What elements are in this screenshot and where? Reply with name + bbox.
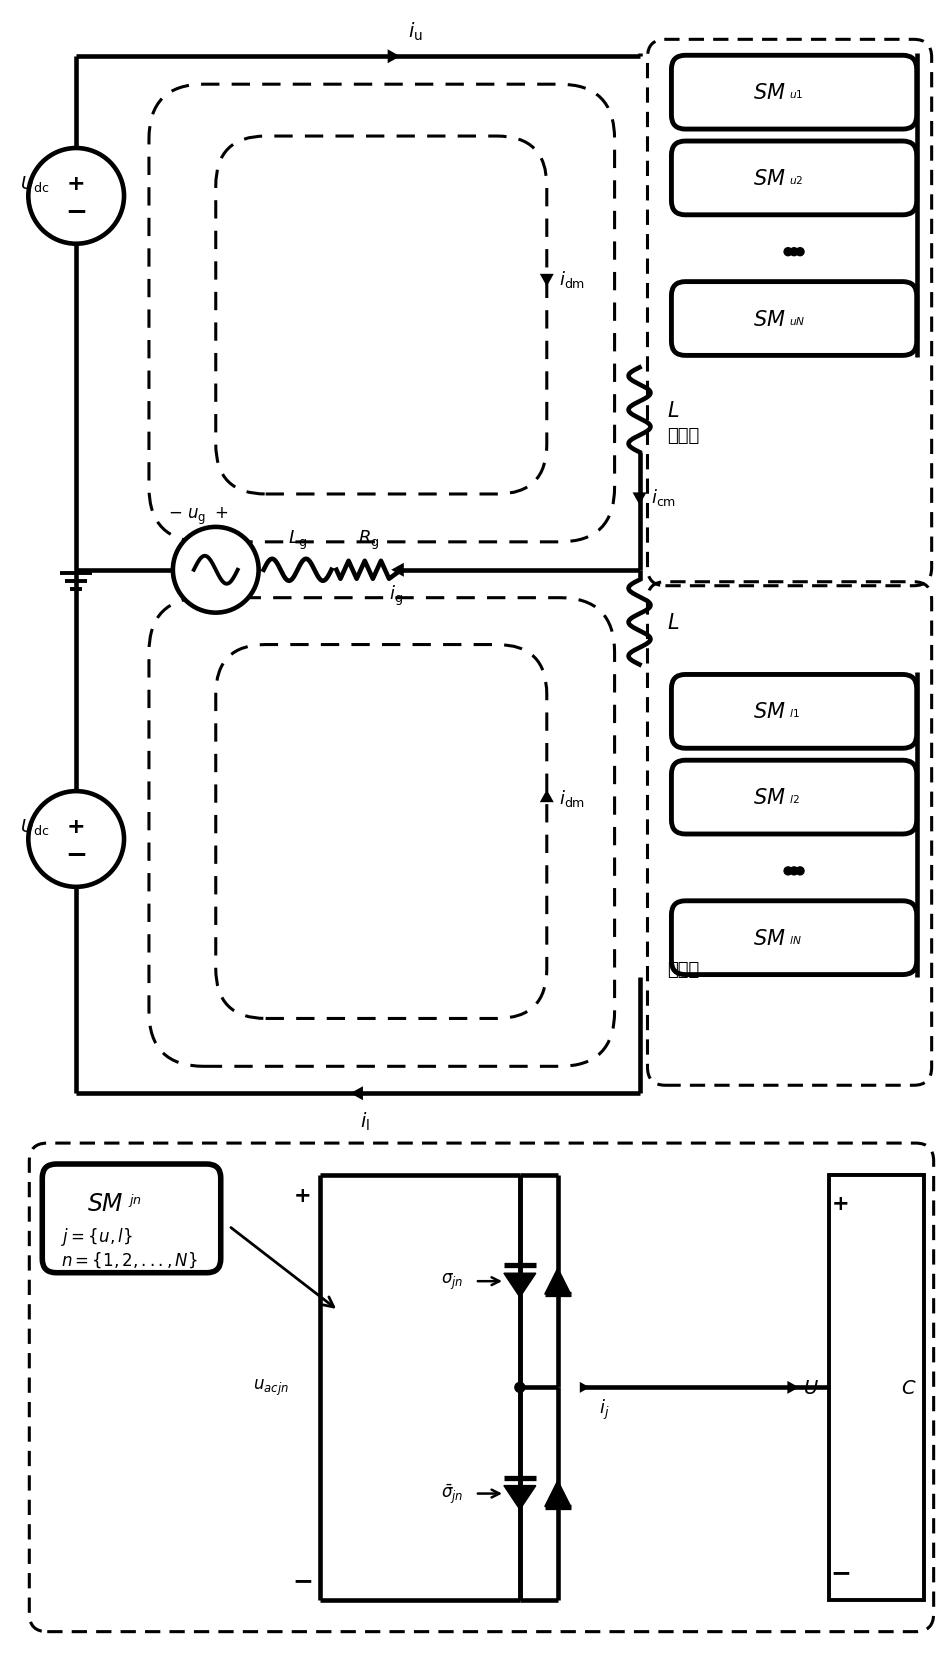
Polygon shape (391, 564, 404, 577)
Polygon shape (388, 50, 400, 65)
Circle shape (796, 867, 804, 875)
Text: $\mathbf{\it{SM}}$: $\mathbf{\it{SM}}$ (753, 83, 786, 103)
Text: −: − (830, 1559, 851, 1584)
FancyBboxPatch shape (672, 902, 917, 975)
Text: +: + (294, 1185, 312, 1205)
Text: $\mathbf{\it{SM}}$: $\mathbf{\it{SM}}$ (753, 702, 786, 722)
Circle shape (784, 867, 792, 875)
Text: $C$: $C$ (901, 1378, 917, 1398)
FancyBboxPatch shape (672, 283, 917, 356)
Text: 上桥臂: 上桥臂 (668, 426, 700, 444)
Circle shape (796, 248, 804, 256)
Text: +: + (66, 173, 85, 193)
Polygon shape (351, 1087, 363, 1100)
FancyBboxPatch shape (672, 676, 917, 749)
Circle shape (173, 527, 258, 614)
Polygon shape (540, 275, 554, 288)
Text: $_{jn}$: $_{jn}$ (127, 1191, 142, 1210)
FancyBboxPatch shape (672, 760, 917, 834)
Text: $L$: $L$ (668, 612, 680, 632)
Text: $n=\{1,2,...,N\}$: $n=\{1,2,...,N\}$ (61, 1250, 198, 1268)
Text: $u_{acjn}$: $u_{acjn}$ (253, 1378, 289, 1398)
Polygon shape (788, 1381, 799, 1394)
Polygon shape (544, 1268, 571, 1295)
Bar (829, 1175, 923, 1599)
Circle shape (515, 1383, 524, 1393)
Text: $_{l1}$: $_{l1}$ (789, 706, 800, 721)
Text: $\mathbf{\it{SM}}$: $\mathbf{\it{SM}}$ (753, 929, 786, 948)
Text: 下桥臂: 下桥臂 (668, 960, 700, 978)
Text: $i_{\rm dm}$: $i_{\rm dm}$ (559, 787, 585, 809)
Text: $\bar{\sigma}_{jn}$: $\bar{\sigma}_{jn}$ (441, 1483, 464, 1506)
Text: $\mathbf{\it{SM}}$: $\mathbf{\it{SM}}$ (753, 168, 786, 188)
Text: $_{u2}$: $_{u2}$ (789, 171, 804, 186)
Text: $i_{\rm cm}$: $i_{\rm cm}$ (652, 488, 676, 508)
Text: $i_{\rm u}$: $i_{\rm u}$ (408, 22, 423, 43)
Text: $\sigma_{jn}$: $\sigma_{jn}$ (441, 1271, 464, 1291)
Text: $U_{\rm dc}$: $U_{\rm dc}$ (20, 817, 49, 837)
Text: −: − (292, 1567, 313, 1592)
Circle shape (790, 248, 798, 256)
Text: $U_{\rm dc}$: $U_{\rm dc}$ (20, 173, 49, 193)
Polygon shape (504, 1273, 536, 1298)
Polygon shape (544, 1481, 571, 1506)
Text: $U$: $U$ (803, 1378, 819, 1398)
FancyBboxPatch shape (672, 57, 917, 130)
Text: $L$: $L$ (668, 401, 680, 421)
Text: +: + (832, 1193, 849, 1213)
Text: $i_{\rm g}$: $i_{\rm g}$ (390, 584, 403, 607)
Text: $-\ u_{\rm g}\ +$: $-\ u_{\rm g}\ +$ (167, 506, 228, 526)
Text: +: + (66, 817, 85, 837)
FancyBboxPatch shape (672, 141, 917, 216)
Polygon shape (633, 493, 647, 506)
Text: $\mathbf{\it{SM}}$: $\mathbf{\it{SM}}$ (753, 787, 786, 807)
FancyBboxPatch shape (42, 1165, 220, 1273)
Text: $i_{\rm dm}$: $i_{\rm dm}$ (559, 270, 585, 290)
Text: $i_{\rm l}$: $i_{\rm l}$ (360, 1110, 370, 1133)
Text: $_{lN}$: $_{lN}$ (789, 932, 802, 947)
Text: $i_j$: $i_j$ (599, 1398, 610, 1421)
Text: $_{u1}$: $_{u1}$ (789, 87, 804, 102)
Polygon shape (540, 790, 554, 802)
Text: $_{uN}$: $_{uN}$ (789, 313, 806, 328)
Circle shape (28, 148, 124, 245)
Circle shape (784, 248, 792, 256)
Circle shape (790, 867, 798, 875)
Text: −: − (66, 200, 87, 226)
Text: $R_{\rm g}$: $R_{\rm g}$ (358, 529, 380, 552)
Polygon shape (504, 1486, 536, 1509)
Text: $\mathbf{\it{SM}}$: $\mathbf{\it{SM}}$ (86, 1191, 124, 1215)
Text: $\mathbf{\it{SM}}$: $\mathbf{\it{SM}}$ (753, 310, 786, 329)
Circle shape (28, 792, 124, 887)
Polygon shape (580, 1383, 590, 1393)
Text: −: − (66, 842, 87, 869)
Text: $j=\{u,l\}$: $j=\{u,l\}$ (61, 1225, 133, 1246)
Text: $_{l2}$: $_{l2}$ (789, 790, 800, 805)
Text: $L_{\rm g}$: $L_{\rm g}$ (288, 529, 307, 552)
